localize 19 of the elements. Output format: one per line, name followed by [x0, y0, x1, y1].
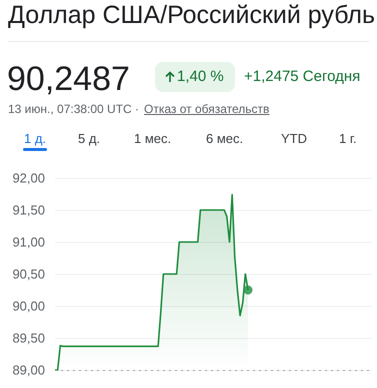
text: 13 июн., 07:38:00 UTC ·: [8, 102, 140, 116]
text: 6 мес.: [206, 131, 244, 146]
y-tick-label: 89,50: [12, 330, 45, 346]
text: 1 мес.: [134, 131, 172, 146]
y-tick-label: 89,00: [12, 362, 45, 378]
text: 1 г.: [339, 131, 357, 146]
text: YTD: [281, 131, 307, 146]
text: 90,2487: [7, 60, 130, 99]
text: 1 д.: [24, 131, 46, 146]
y-tick-label: 91,50: [12, 202, 45, 218]
y-tick-label: 90,50: [12, 266, 45, 282]
text: Отказ от обязательств: [144, 102, 270, 116]
text: 5 д.: [78, 131, 100, 146]
text: 1,40 %: [177, 68, 224, 85]
chart-title: Доллар США/Российский рубль: [8, 1, 376, 30]
y-tick-label: 90,00: [12, 298, 45, 314]
y-tick-label: 91,00: [12, 234, 45, 250]
text: +1,2475 Сегодня: [244, 68, 360, 85]
y-tick-label: 92,00: [12, 170, 45, 186]
